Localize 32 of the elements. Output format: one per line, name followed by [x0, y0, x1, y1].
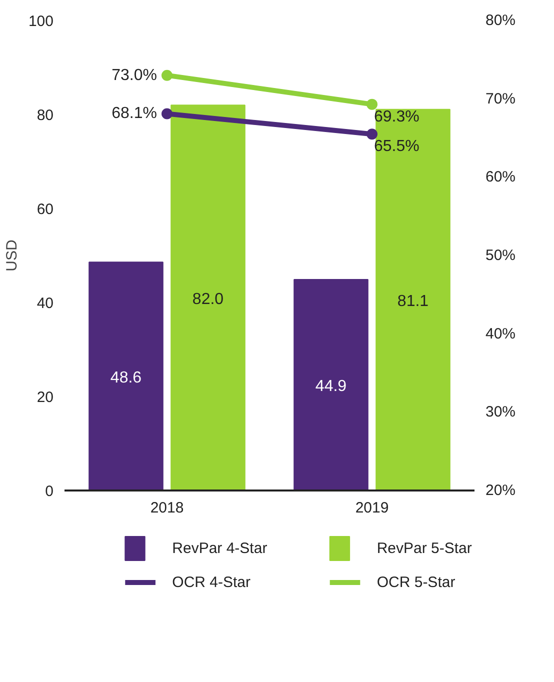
data-label: 68.1% — [112, 105, 158, 122]
legend-label: RevPar 4-Star — [172, 540, 268, 557]
y-tick-label: 80 — [36, 107, 54, 124]
data-label: 82.0 — [192, 290, 224, 308]
legend-label: OCR 5-Star — [376, 574, 456, 591]
point — [162, 70, 172, 81]
point — [366, 98, 378, 110]
y-tick-label: 60 — [36, 201, 54, 218]
point — [162, 108, 172, 120]
y2-tick-label: 60% — [486, 168, 516, 186]
y2-tick-label: 50% — [486, 247, 516, 264]
y-tick-label: 40 — [36, 295, 54, 312]
data-label: 73.0% — [112, 66, 158, 84]
point — [366, 128, 378, 140]
data-label: 48.6 — [110, 369, 142, 386]
y2-tick-label: 30% — [486, 404, 516, 421]
y2-tick-label: 20% — [486, 482, 516, 499]
y-axis-title: USD — [3, 240, 20, 272]
y2-tick-label: 40% — [486, 325, 516, 342]
y-tick-label: 20 — [36, 389, 54, 406]
y-tick-label: 0 — [45, 483, 54, 500]
bar — [294, 278, 368, 490]
y2-tick-label: 80% — [486, 12, 516, 29]
data-label: 81.1 — [397, 292, 429, 310]
y-tick-label: 100 — [28, 13, 54, 30]
legend-label: OCR 4-Star — [172, 574, 251, 591]
x-tick-label: 2018 — [150, 500, 184, 516]
y2-tick-label: 70% — [486, 90, 516, 108]
x-tick-label: 2019 — [355, 500, 389, 516]
legend-label: RevPar 5-Star — [376, 540, 472, 557]
data-label: 44.9 — [315, 378, 347, 395]
bar — [88, 262, 164, 490]
